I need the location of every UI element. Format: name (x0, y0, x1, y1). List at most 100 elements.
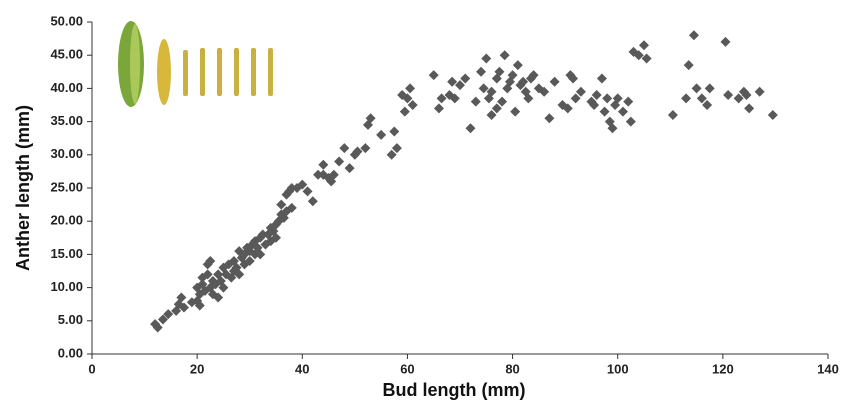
point (407, 100, 418, 110)
point (334, 156, 345, 167)
point (307, 196, 318, 207)
point (510, 106, 521, 117)
point (470, 96, 481, 107)
point (179, 302, 189, 313)
x-tick-label: 0 (88, 361, 95, 376)
point (376, 129, 387, 140)
point (570, 93, 581, 104)
bud-image (234, 48, 239, 96)
point (528, 70, 539, 81)
y-tick-label: 25.00 (50, 179, 83, 194)
point (218, 282, 229, 293)
point (234, 269, 245, 280)
point (302, 186, 313, 197)
point (436, 93, 447, 104)
point (205, 256, 216, 267)
point (447, 76, 458, 87)
x-tick-label: 20 (190, 361, 204, 376)
point (352, 146, 363, 157)
x-tick-label: 40 (295, 361, 309, 376)
point (213, 292, 224, 303)
point (399, 106, 410, 117)
point (497, 96, 508, 107)
point (681, 93, 692, 104)
y-tick-label: 40.00 (50, 80, 83, 95)
point (754, 86, 765, 97)
point (539, 86, 550, 97)
x-tick-label: 60 (400, 361, 414, 376)
bud-image (130, 24, 140, 104)
point (639, 40, 649, 51)
point (512, 60, 523, 71)
point (641, 53, 652, 64)
point (276, 199, 287, 210)
point (667, 109, 678, 120)
point (549, 76, 560, 87)
point (744, 103, 755, 114)
point (271, 232, 281, 243)
point (391, 143, 402, 154)
point (499, 50, 510, 61)
x-tick-label: 120 (712, 361, 734, 376)
point (247, 239, 258, 250)
x-tick-label: 140 (817, 361, 839, 376)
bud-image (251, 48, 256, 96)
point (365, 113, 376, 124)
point (723, 90, 734, 101)
point (494, 66, 505, 77)
point (518, 76, 529, 87)
point (402, 93, 413, 104)
point (696, 93, 707, 104)
point (478, 83, 489, 94)
point (575, 86, 586, 97)
point (157, 314, 168, 325)
x-tick-label: 100 (607, 361, 629, 376)
point (297, 179, 308, 190)
point (623, 96, 634, 107)
point (633, 50, 644, 61)
point (386, 149, 397, 160)
point (691, 83, 702, 94)
point (476, 66, 487, 77)
point (683, 60, 694, 71)
point (720, 36, 731, 47)
point (688, 30, 699, 41)
y-axis-title: Anther length (mm) (13, 105, 33, 271)
point (176, 292, 187, 303)
bud-image (200, 48, 205, 96)
point (255, 249, 266, 260)
y-tick-label: 35.00 (50, 113, 83, 128)
point (491, 103, 502, 114)
point (486, 86, 497, 97)
point (286, 183, 297, 193)
point (486, 109, 497, 120)
point (523, 93, 534, 104)
point (313, 169, 324, 180)
bud-image (217, 48, 222, 96)
point (562, 103, 573, 114)
point (617, 106, 628, 117)
y-tick-label: 30.00 (50, 146, 83, 161)
point (339, 143, 350, 154)
point (702, 100, 713, 110)
point (455, 80, 465, 91)
y-tick-label: 15.00 (50, 246, 83, 261)
point (591, 90, 602, 101)
point (507, 70, 518, 81)
point (465, 123, 476, 134)
point (194, 300, 205, 311)
y-tick-label: 10.00 (50, 279, 83, 294)
point (152, 322, 163, 333)
bud-image (157, 39, 171, 105)
point (625, 116, 636, 127)
bud-illustration (118, 21, 273, 107)
point (286, 202, 297, 213)
point (449, 93, 460, 104)
x-tick-label: 80 (505, 361, 519, 376)
point (257, 229, 268, 240)
point (433, 103, 444, 114)
y-tick-label: 50.00 (50, 13, 83, 28)
y-tick-label: 45.00 (50, 47, 83, 62)
point (244, 256, 255, 267)
